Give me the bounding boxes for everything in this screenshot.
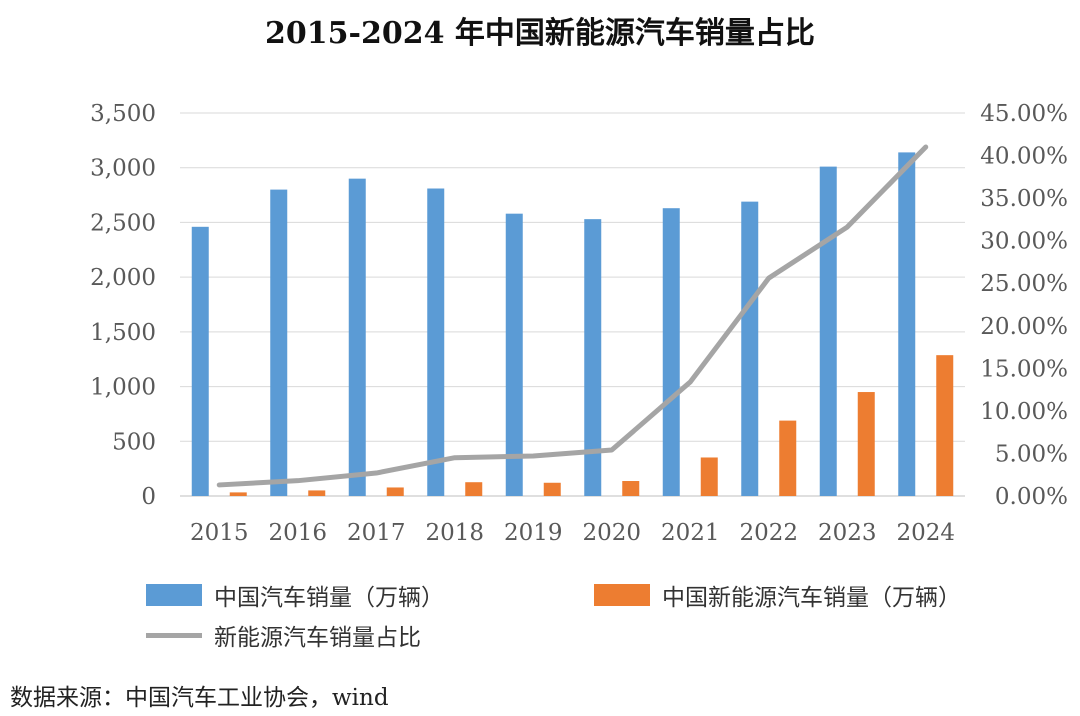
left-axis-tick-label: 0 (141, 484, 156, 510)
legend-swatch-nev (594, 584, 650, 606)
bar-total-sales-2015 (191, 226, 209, 496)
right-axis-tick-label: 30.00% (980, 229, 1068, 255)
chart-title: 2015-2024 年中国新能源汽车销量占比 (265, 16, 815, 51)
left-axis-tick-label: 3,000 (90, 156, 156, 182)
x-axis-tick-label: 2019 (504, 520, 563, 546)
bar-nev-sales-2024 (936, 355, 954, 496)
bar-nev-sales-2018 (465, 482, 483, 496)
bar-nev-sales-2016 (308, 490, 326, 496)
left-axis-tick-label: 500 (112, 429, 156, 455)
right-axis-tick-label: 25.00% (980, 271, 1068, 297)
legend-label-total: 中国汽车销量（万辆） (214, 585, 444, 611)
right-axis-tick-label: 20.00% (980, 314, 1068, 340)
right-axis-tick-label: 5.00% (995, 441, 1068, 467)
bar-nev-sales-2017 (386, 487, 404, 496)
bar-total-sales-2017 (348, 178, 366, 496)
legend-label-share: 新能源汽车销量占比 (214, 625, 421, 651)
bar-nev-sales-2022 (779, 420, 797, 496)
legend-item-share: 新能源汽车销量占比 (146, 618, 421, 652)
right-axis-tick-label: 10.00% (980, 399, 1068, 425)
right-axis-tick-label: 0.00% (995, 484, 1068, 510)
x-axis-tick-label: 2022 (739, 520, 798, 546)
x-axis-ticks: 2015 2016 2017 2018 2019 2020 2021 2022 2023 2024 (190, 520, 955, 546)
x-axis-tick-label: 2024 (896, 520, 955, 546)
bar-total-sales-2018 (427, 188, 445, 496)
bar-total-sales-2019 (505, 213, 523, 496)
left-axis-ticks: 0 500 1,000 1,500 2,000 2,500 3,000 3,500 (90, 101, 156, 510)
left-axis-tick-label: 1,000 (90, 375, 156, 401)
x-axis-tick-label: 2021 (661, 520, 720, 546)
bar-total-sales-2022 (741, 201, 759, 496)
left-axis-tick-label: 2,000 (90, 265, 156, 291)
legend-item-total-sales: 中国汽车销量（万辆） (146, 578, 444, 612)
x-axis-tick-label: 2017 (347, 520, 406, 546)
left-axis-tick-label: 2,500 (90, 210, 156, 236)
bar-total-sales-2023 (819, 166, 837, 496)
legend-swatch-total (146, 584, 202, 606)
x-axis-tick-label: 2016 (268, 520, 327, 546)
bar-nev-sales-2015 (229, 492, 247, 496)
right-axis-tick-label: 40.00% (980, 144, 1068, 170)
bar-total-sales-2024 (898, 152, 916, 496)
x-axis-tick-label: 2023 (818, 520, 877, 546)
bar-total-sales-2020 (584, 219, 602, 496)
line-nev-share (216, 144, 929, 488)
x-axis-tick-label: 2018 (425, 520, 484, 546)
left-axis-tick-label: 1,500 (90, 320, 156, 346)
bar-nev-sales-2023 (857, 392, 875, 496)
bar-marks (191, 152, 954, 496)
data-source-note: 数据来源：中国汽车工业协会，wind (10, 685, 389, 711)
bar-total-sales-2021 (662, 208, 680, 496)
bar-total-sales-2016 (270, 189, 288, 496)
right-axis-tick-label: 35.00% (980, 186, 1068, 212)
right-axis-tick-label: 15.00% (980, 356, 1068, 382)
bar-nev-sales-2020 (622, 481, 640, 496)
legend-swatch-share (146, 632, 202, 638)
line-series (216, 144, 929, 488)
bar-nev-sales-2019 (543, 482, 561, 496)
legend-item-nev-sales: 中国新能源汽车销量（万辆） (594, 578, 961, 612)
gridlines (180, 112, 965, 497)
x-axis-tick-label: 2015 (190, 520, 249, 546)
legend-label-nev: 中国新能源汽车销量（万辆） (662, 585, 961, 611)
left-axis-tick-label: 3,500 (90, 101, 156, 127)
x-axis-tick-label: 2020 (582, 520, 641, 546)
right-axis-ticks: 0.00% 5.00% 10.00% 15.00% 20.00% 25.00% 30.00%… (980, 101, 1068, 510)
right-axis-tick-label: 45.00% (980, 101, 1068, 127)
bar-nev-sales-2021 (700, 457, 718, 496)
